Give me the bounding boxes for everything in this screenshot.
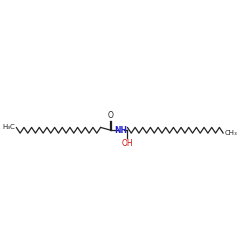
Text: OH: OH bbox=[122, 139, 133, 148]
Text: NH: NH bbox=[114, 126, 128, 135]
Text: H₃C: H₃C bbox=[2, 124, 15, 130]
Text: O: O bbox=[108, 111, 114, 120]
Text: CH₃: CH₃ bbox=[224, 130, 237, 136]
